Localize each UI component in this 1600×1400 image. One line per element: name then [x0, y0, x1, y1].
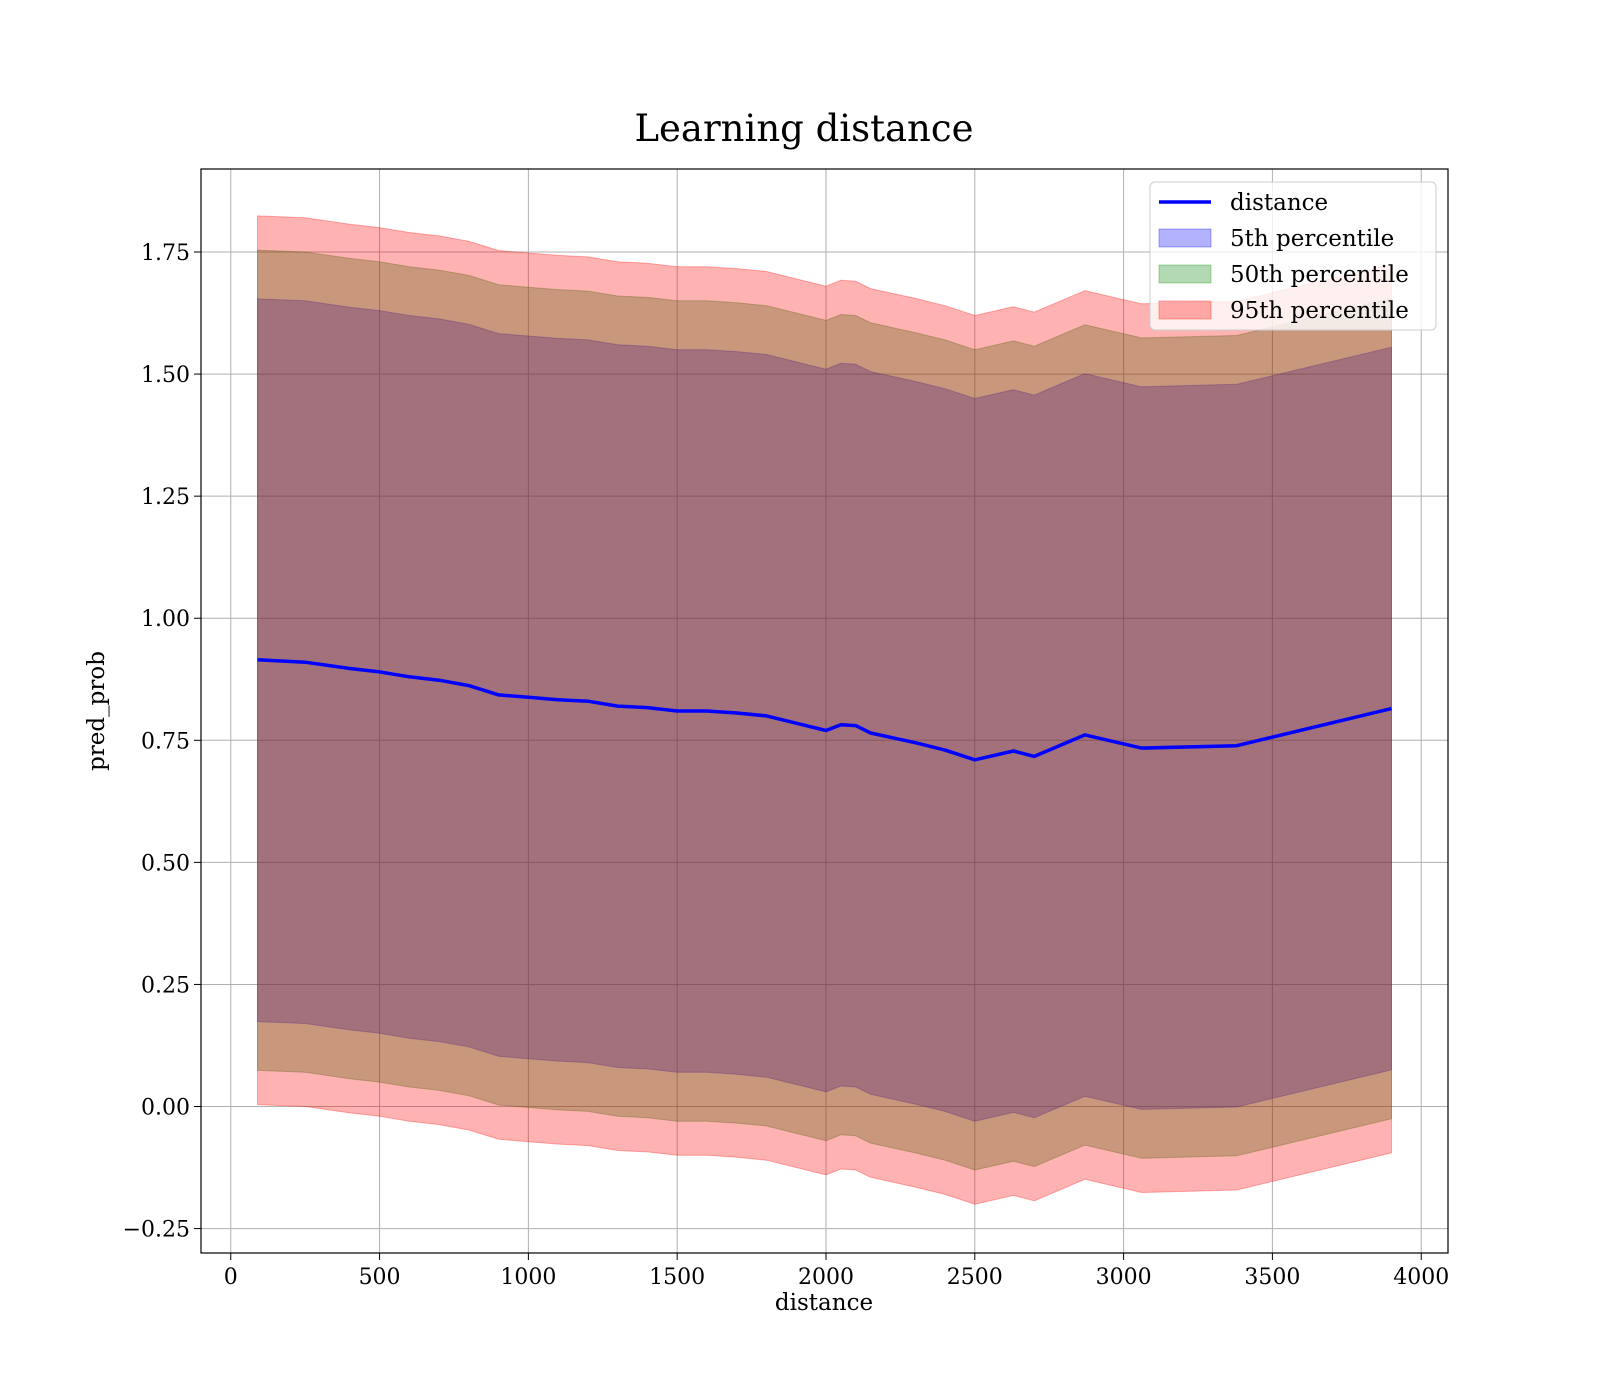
series-lines — [257, 657, 1392, 762]
x-tick-label: 0 — [224, 1265, 238, 1290]
y-axis-ticks: −0.25 0.00 0.25 0.50 0.75 1.00 1.25 1.50 1.75 — [123, 241, 201, 1243]
plot-frame — [200, 168, 1449, 1254]
x-tick-label: 1500 — [649, 1265, 705, 1290]
x-axis-ticks: 0 500 1000 1500 2000 2500 3000 3500 4000 — [224, 1253, 1449, 1290]
y-axis-label: pred_prob — [84, 651, 110, 771]
y-tick-label: 0.00 — [141, 1096, 190, 1121]
percentile-bands — [257, 215, 1392, 1205]
x-tick-label: 2500 — [947, 1265, 1003, 1290]
legend-swatch-95th-percentile — [1158, 300, 1212, 320]
x-tick-label: 3000 — [1096, 1265, 1152, 1290]
y-tick-label: 0.75 — [141, 729, 190, 754]
x-tick-label: 2000 — [798, 1265, 854, 1290]
x-tick-label: 1000 — [500, 1265, 556, 1290]
legend-label: 95th percentile — [1230, 298, 1409, 324]
legend-swatch-5th-percentile — [1158, 228, 1212, 248]
y-tick-label: 1.00 — [141, 607, 190, 632]
x-tick-label: 4000 — [1393, 1265, 1449, 1290]
y-tick-label: −0.25 — [123, 1218, 190, 1243]
legend-label: distance — [1230, 190, 1328, 216]
band-5th-percentile — [257, 298, 1392, 1122]
chart-title: Learning distance — [634, 107, 973, 150]
x-tick-label: 500 — [359, 1265, 401, 1290]
y-tick-label: 0.25 — [141, 973, 190, 998]
y-tick-label: 1.50 — [141, 363, 190, 388]
legend: distance 5th percentile 50th percentile 95t… — [1149, 181, 1437, 331]
series-line-distance — [257, 657, 1392, 762]
y-tick-label: 1.25 — [141, 485, 190, 510]
y-tick-label: 0.50 — [141, 851, 190, 876]
legend-box — [1149, 181, 1437, 331]
x-tick-label: 3500 — [1244, 1265, 1300, 1290]
x-axis-label: distance — [775, 1290, 873, 1316]
legend-swatch-50th-percentile — [1158, 264, 1212, 284]
band-95th-percentile — [257, 215, 1392, 1205]
grid — [201, 169, 1448, 1253]
band-50th-percentile — [257, 249, 1392, 1171]
legend-label: 50th percentile — [1230, 262, 1409, 288]
legend-label: 5th percentile — [1230, 226, 1394, 252]
y-tick-label: 1.75 — [141, 241, 190, 266]
